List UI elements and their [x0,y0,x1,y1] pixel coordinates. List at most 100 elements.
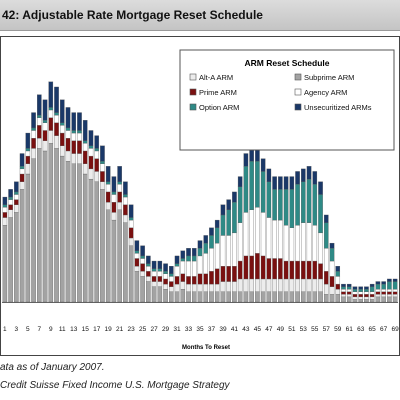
bar-segment [19,189,25,303]
bar-segment [278,189,283,221]
bar-segment [191,291,197,303]
bar-segment [25,173,31,303]
bar-segment [191,248,197,257]
x-tick-label: 17 [93,326,101,333]
bar-segment [260,291,266,303]
bar-segment [226,199,231,210]
bar-segment [237,291,243,303]
bar-segment [381,294,386,298]
legend-swatch [294,103,302,111]
bar-segment [197,273,203,285]
bar-segment [283,225,289,262]
bar-segment [283,176,289,190]
bar-segment [146,266,151,272]
bar-segment [226,281,231,292]
bar-segment [94,171,99,182]
bar-segment [301,168,306,182]
bar-segment [272,219,277,259]
bar-segment [71,163,77,303]
bar-segment [31,112,36,129]
bar-segment [2,196,8,205]
bar-segment [295,171,300,185]
bar-segment [392,281,398,290]
legend-box [179,49,395,151]
bar-segment [25,155,31,164]
bar-segment [48,143,54,303]
bar-segment [71,140,77,154]
bar-segment [100,163,105,172]
bar-segment [255,207,260,254]
bar-segment [54,122,59,136]
bar-segment [157,276,163,282]
bar-segment [180,260,186,274]
bar-segment [54,135,59,149]
x-tick-label: 9 [49,326,53,333]
bar-segment [59,122,65,126]
bar-segment [237,186,243,223]
bar-segment [111,202,117,213]
bar-segment [209,271,214,285]
bar-segment [387,281,392,290]
bar-segment [2,217,8,226]
bar-segment [48,107,54,111]
bar-segment [123,194,128,198]
bar-segment [278,291,283,303]
x-tick-label: 47 [265,326,273,333]
bar-segment [272,176,277,190]
bar-segment [358,294,363,298]
bar-segment [203,283,209,292]
bar-segment [346,291,352,295]
bar-segment [88,178,94,303]
bar-segment [352,299,358,303]
bar-segment [77,112,82,131]
x-tick-label: 33 [185,326,193,333]
bar-segment [295,184,300,226]
bar-segment [111,212,117,221]
bar-segment [323,294,329,303]
bar-segment [157,260,163,269]
bar-segment [140,263,145,272]
bar-segment [31,130,36,139]
bar-segment [369,296,375,300]
bar-segment [186,283,191,292]
bar-segment [100,181,105,190]
bar-segment [237,278,243,292]
bar-segment [243,291,249,303]
bar-segment [191,276,197,285]
bar-segment [283,278,289,292]
bar-segment [255,291,260,303]
bar-segment [140,255,145,259]
bar-segment [364,296,369,300]
bar-segment [369,286,375,292]
bar-segment [392,278,398,282]
bar-segment [220,291,226,303]
bar-segment [14,199,19,205]
bar-segment [2,225,8,303]
bar-segment [71,130,77,134]
x-tick-label: 25 [139,326,147,333]
bar-segment [306,166,312,180]
bar-segment [323,214,329,223]
bar-segment [146,281,151,303]
bar-segment [128,237,134,246]
bar-segment [272,291,277,303]
bar-segment [174,276,180,285]
bar-segment [387,289,392,292]
bar-segment [174,263,180,267]
bar-segment [157,281,163,287]
bar-segment [140,276,145,303]
bar-segment [364,291,369,295]
legend-label: Prime ARM [199,88,237,97]
bar-segment [19,153,25,167]
bar-segment [123,196,128,205]
x-tick-label: 21 [116,326,124,333]
bar-segment [14,194,19,200]
bar-segment [226,291,231,303]
bar-segment [151,276,157,282]
bar-segment [266,181,272,218]
bar-segment [163,283,168,290]
bar-segment [19,168,25,175]
legend-label: Unsecuritized ARMs [304,103,372,112]
bar-segment [341,283,346,287]
bar-segment [358,296,363,300]
